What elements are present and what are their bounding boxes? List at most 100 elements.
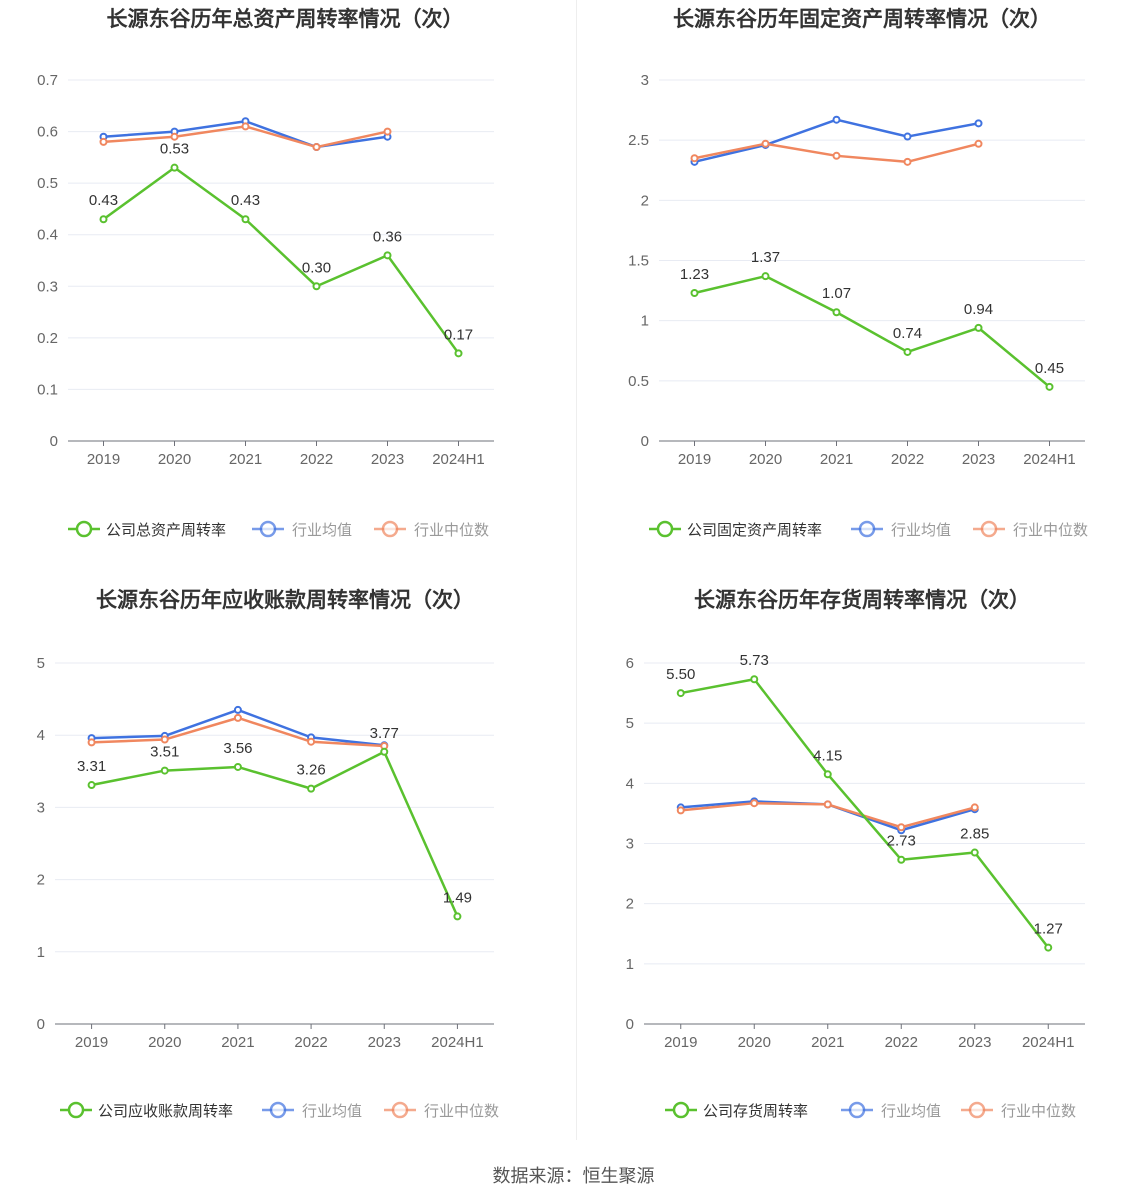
data-point	[970, 803, 979, 812]
y-tick-label: 4	[626, 775, 634, 792]
data-point	[383, 127, 392, 136]
y-tick-label: 1	[641, 313, 649, 330]
data-point	[974, 139, 983, 148]
data-point	[903, 157, 912, 166]
y-tick-label: 0.5	[37, 175, 58, 192]
data-label: 0.94	[964, 301, 993, 318]
x-tick-label: 2023	[371, 451, 404, 468]
data-label: 0.53	[160, 141, 189, 158]
y-tick-label: 3	[641, 72, 649, 89]
x-tick-label: 2023	[368, 1034, 401, 1051]
chart-svg: 长源东谷历年固定资产周转率情况（次） 0 0.5 1 1.5 2 2.5 3 2019 2020 2…	[628, 7, 1088, 539]
legend-marker	[980, 520, 998, 538]
y-tick-label: 5	[37, 655, 45, 672]
legend-marker	[259, 520, 277, 538]
legend-label: 公司应收账款周转率	[98, 1102, 233, 1120]
data-point	[903, 132, 912, 141]
y-tick-label: 0	[626, 1016, 634, 1033]
data-point	[761, 272, 770, 281]
x-tick-label: 2019	[664, 1034, 697, 1051]
data-point	[160, 766, 169, 775]
data-point	[160, 735, 169, 744]
data-point	[750, 675, 759, 684]
y-tick-label: 0	[37, 1016, 45, 1033]
data-label: 3.51	[150, 744, 179, 761]
legend-label: 公司存货周转率	[703, 1103, 808, 1120]
data-label: 0.36	[373, 228, 402, 245]
data-point	[823, 800, 832, 809]
y-tick-label: 0.3	[37, 278, 58, 295]
x-tick-label: 2019	[87, 451, 120, 468]
legend-label: 公司总资产周转率	[106, 522, 226, 539]
x-tick-label: 2023	[958, 1034, 991, 1051]
x-tick-label: 2022	[294, 1034, 327, 1051]
x-tick-label: 2021	[221, 1034, 254, 1051]
legend-marker	[75, 520, 93, 538]
legend-marker	[381, 520, 399, 538]
data-label: 1.23	[680, 266, 709, 283]
legend-label: 公司固定资产周转率	[687, 522, 822, 539]
x-tick-label: 2021	[229, 451, 262, 468]
y-tick-label: 0.6	[37, 124, 58, 141]
x-tick-label: 2021	[811, 1034, 844, 1051]
x-tick-label: 2020	[158, 451, 191, 468]
data-point	[1045, 382, 1054, 391]
data-label: 5.50	[666, 666, 695, 683]
legend-marker	[858, 520, 876, 538]
chart-title: 长源东谷历年存货周转率情况（次）	[694, 588, 1030, 612]
data-point	[823, 770, 832, 779]
y-tick-label: 0.5	[628, 373, 649, 390]
series-line	[680, 677, 1050, 949]
chart-svg: 长源东谷历年总资产周转率情况（次） 0 0.1 0.2 0.3 0.4 0.5 0.6 0.7 2…	[37, 7, 494, 539]
data-label: 0.43	[231, 192, 260, 209]
x-tick-label: 2019	[75, 1034, 108, 1051]
legend-marker	[269, 1101, 287, 1119]
y-tick-label: 6	[626, 655, 634, 672]
x-tick-label: 2024H1	[1022, 1034, 1075, 1051]
legend-label: 行业均值	[891, 522, 951, 539]
x-tick-label: 2024H1	[1023, 451, 1076, 468]
data-point	[170, 163, 179, 172]
x-tick-label: 2020	[148, 1034, 181, 1051]
data-point	[690, 288, 699, 297]
data-point	[832, 151, 841, 160]
data-point	[312, 282, 321, 291]
legend-marker	[672, 1101, 690, 1119]
legend-label: 行业中位数	[1013, 522, 1088, 539]
y-tick-label: 2	[37, 872, 45, 889]
data-point	[307, 784, 316, 793]
x-tick-label: 2023	[962, 451, 995, 468]
data-label: 5.73	[740, 652, 769, 669]
data-point	[690, 154, 699, 163]
data-label: 1.37	[751, 249, 780, 266]
data-label: 2.85	[960, 826, 989, 843]
y-tick-label: 0.2	[37, 330, 58, 347]
legend-label: 行业均值	[881, 1103, 941, 1120]
data-label: 1.07	[822, 285, 851, 302]
data-point	[903, 347, 912, 356]
data-label: 3.26	[296, 762, 325, 779]
x-tick-label: 2022	[891, 451, 924, 468]
data-point	[307, 737, 316, 746]
series-line	[694, 274, 1051, 388]
data-label: 1.27	[1034, 921, 1063, 938]
chart-svg: 长源东谷历年存货周转率情况（次） 0 1 2 3 4 5 6 2019 2020 2021 2022 2…	[626, 588, 1085, 1120]
data-label: 0.45	[1035, 360, 1064, 377]
y-tick-label: 2.5	[628, 132, 649, 149]
data-label: 2.73	[887, 833, 916, 850]
x-tick-label: 2019	[678, 451, 711, 468]
panel-divider	[576, 0, 577, 1140]
data-label: 4.15	[813, 747, 842, 764]
series-line	[102, 166, 460, 355]
legend-marker	[67, 1101, 85, 1119]
y-tick-label: 0	[50, 433, 58, 450]
data-point	[380, 747, 389, 756]
x-tick-label: 2024H1	[431, 1034, 484, 1051]
data-point	[233, 713, 242, 722]
y-tick-label: 0.1	[37, 381, 58, 398]
data-point	[897, 855, 906, 864]
data-point	[233, 762, 242, 771]
chart-fixed-asset-turnover: 长源东谷历年固定资产周转率情况（次） 0 0.5 1 1.5 2 2.5 3 2019 2020 2…	[577, 0, 1147, 580]
legend-label: 行业中位数	[424, 1103, 499, 1120]
data-point	[676, 806, 685, 815]
